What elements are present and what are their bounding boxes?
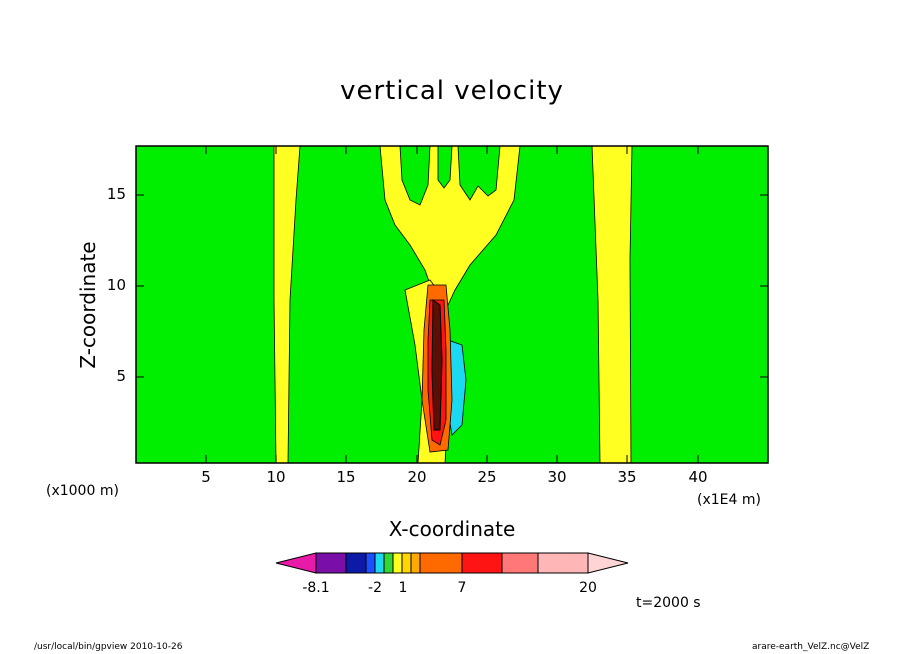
x-tick-label: 15: [336, 468, 356, 486]
contour-green-gap-3: [457, 145, 501, 201]
y-tick-label: 10: [106, 276, 126, 294]
colorbar-label: 7: [457, 580, 467, 596]
x-tick-label: 20: [407, 468, 427, 486]
colorbar-box-5: [383, 552, 394, 574]
chart-title: vertical velocity: [340, 76, 564, 106]
footer-right: arare-earth_VelZ.nc@VelZ: [752, 642, 870, 652]
colorbar-box-7: [401, 552, 412, 574]
x-unit-right-label: (x1E4 m): [697, 492, 761, 508]
colorbar-label: 20: [579, 580, 597, 596]
x-axis-ticks: [205, 146, 699, 463]
x-tick-label: 40: [688, 468, 708, 486]
colorbar-box-12: [537, 552, 589, 574]
y-tick-label: 5: [116, 367, 126, 385]
colorbar-box-6: [392, 552, 403, 574]
x-axis-label: X-coordinate: [388, 517, 516, 541]
colorbar-label: -8.1: [302, 580, 330, 596]
colorbar-box-10: [461, 552, 503, 574]
colorbar-box-9: [419, 552, 463, 574]
x-tick-label: 25: [477, 468, 497, 486]
x-tick-label: 10: [266, 468, 286, 486]
x-tick-label: 5: [201, 468, 211, 486]
contour-core-dark: [431, 299, 443, 431]
colorbar-box-3: [365, 552, 376, 574]
y-axis-label: Z-coordinate: [76, 241, 100, 369]
y-tick-label: 15: [106, 185, 126, 203]
colorbar-box-2: [345, 552, 367, 574]
colorbar-arrow-right: [587, 552, 629, 574]
x-tick-label: 30: [547, 468, 567, 486]
colorbar-box-4: [374, 552, 385, 574]
plot-frame: [135, 145, 769, 464]
footer-left: /usr/local/bin/gpview 2010-10-26: [34, 642, 183, 652]
time-label: t=2000 s: [636, 595, 701, 611]
colorbar-box-1: [315, 552, 347, 574]
y-axis-ticks: [136, 194, 768, 378]
colorbar-label: -2: [368, 580, 382, 596]
colorbar: [275, 552, 629, 574]
colorbar-box-11: [501, 552, 539, 574]
x-unit-left-label: (x1000 m): [46, 483, 119, 499]
colorbar-arrow-left: [275, 552, 317, 574]
x-tick-label: 35: [617, 468, 637, 486]
colorbar-label: 1: [398, 580, 408, 596]
colorbar-box-8: [410, 552, 421, 574]
contour-band-left: [273, 145, 301, 464]
